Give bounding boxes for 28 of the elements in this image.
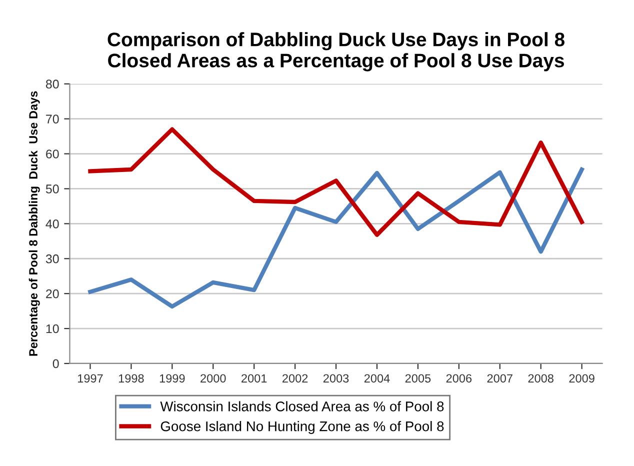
y-tick-label: 50 — [46, 184, 59, 194]
x-tick-label: 1999 — [160, 374, 185, 383]
y-tick-label: 40 — [46, 219, 59, 228]
y-tick-label: 80 — [46, 80, 59, 89]
x-tick-label: 2007 — [487, 374, 512, 383]
y-tick-label: 60 — [46, 150, 59, 158]
x-tick-label: 2002 — [282, 374, 308, 383]
x-tick-label: 2008 — [528, 374, 554, 383]
x-tick-label: 2001 — [242, 374, 267, 383]
x-tick-label: 2006 — [446, 374, 472, 383]
y-axis-title: Percentage of Pool 8 Dabbling Duck Use Days — [28, 91, 40, 356]
x-tick-label: 2004 — [364, 374, 390, 383]
y-tick-label: 10 — [46, 324, 59, 334]
line-series — [88, 167, 584, 309]
y-tick-label: 0 — [52, 359, 59, 368]
chart-title: Comparison of Dabbling Duck Use Days in Pool 8 Closed Areas as a Percentage of Pool 8 Use Days — [108, 32, 564, 72]
y-tick-label: 30 — [46, 254, 59, 264]
x-tick-label: 2003 — [323, 374, 349, 383]
x-tick-label: 2000 — [200, 374, 226, 383]
y-tick-label: 20 — [46, 289, 59, 298]
x-tick-label: 1997 — [78, 374, 103, 383]
x-tick-label: 2005 — [405, 374, 431, 383]
line-series — [88, 127, 584, 237]
legend-label: Goose Island No Hunting Zone as % of Pool 8 — [160, 421, 444, 434]
legend-label: Wisconsin Islands Closed Area as % of Pool 8 — [160, 401, 444, 412]
x-tick-label: 1998 — [118, 374, 144, 383]
x-tick-label: 2009 — [569, 374, 594, 383]
y-tick-label: 70 — [46, 114, 59, 124]
